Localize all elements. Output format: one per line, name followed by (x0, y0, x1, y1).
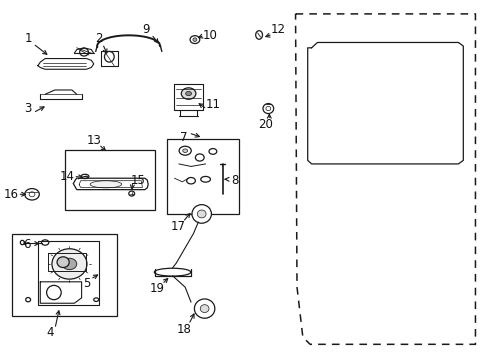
Ellipse shape (200, 305, 208, 312)
Ellipse shape (52, 249, 87, 279)
Text: 11: 11 (205, 99, 220, 112)
Ellipse shape (104, 51, 114, 62)
Ellipse shape (154, 268, 190, 276)
Bar (64, 150, 154, 210)
Text: 12: 12 (270, 23, 285, 36)
Text: 7: 7 (180, 131, 187, 144)
Ellipse shape (62, 258, 77, 270)
Text: 15: 15 (131, 174, 145, 187)
Ellipse shape (265, 107, 270, 111)
Ellipse shape (255, 31, 262, 39)
Ellipse shape (179, 146, 191, 155)
Ellipse shape (194, 299, 214, 318)
Text: 4: 4 (46, 327, 54, 339)
Ellipse shape (81, 174, 89, 179)
Ellipse shape (183, 149, 187, 153)
Ellipse shape (208, 149, 216, 154)
Ellipse shape (185, 91, 191, 96)
Bar (12, 234, 116, 316)
Text: 20: 20 (258, 118, 272, 131)
Ellipse shape (25, 189, 39, 200)
Ellipse shape (195, 154, 203, 161)
Text: 3: 3 (24, 102, 32, 115)
Text: 13: 13 (86, 134, 101, 147)
Ellipse shape (190, 36, 200, 44)
Ellipse shape (80, 48, 88, 56)
Ellipse shape (201, 176, 210, 182)
Ellipse shape (26, 297, 30, 302)
Text: 19: 19 (149, 283, 164, 296)
Ellipse shape (20, 240, 24, 245)
Text: 1: 1 (24, 32, 32, 45)
Text: 14: 14 (60, 170, 74, 183)
Ellipse shape (193, 38, 197, 41)
Ellipse shape (46, 285, 61, 300)
Text: 6: 6 (23, 238, 30, 251)
Text: 18: 18 (176, 323, 191, 336)
Ellipse shape (57, 257, 69, 267)
Ellipse shape (41, 240, 49, 245)
Text: 16: 16 (3, 188, 19, 201)
Ellipse shape (263, 104, 273, 113)
Ellipse shape (29, 192, 35, 197)
Ellipse shape (186, 177, 195, 184)
Ellipse shape (181, 88, 196, 99)
Ellipse shape (90, 181, 122, 188)
Bar (166, 139, 238, 214)
Ellipse shape (94, 298, 99, 301)
Text: 2: 2 (95, 32, 102, 45)
Text: 17: 17 (170, 220, 185, 233)
Ellipse shape (128, 191, 134, 196)
Ellipse shape (197, 210, 205, 218)
Ellipse shape (192, 204, 211, 223)
Text: 8: 8 (231, 174, 238, 186)
Text: 10: 10 (203, 29, 218, 42)
Text: 9: 9 (142, 23, 150, 36)
Text: 5: 5 (82, 277, 90, 290)
